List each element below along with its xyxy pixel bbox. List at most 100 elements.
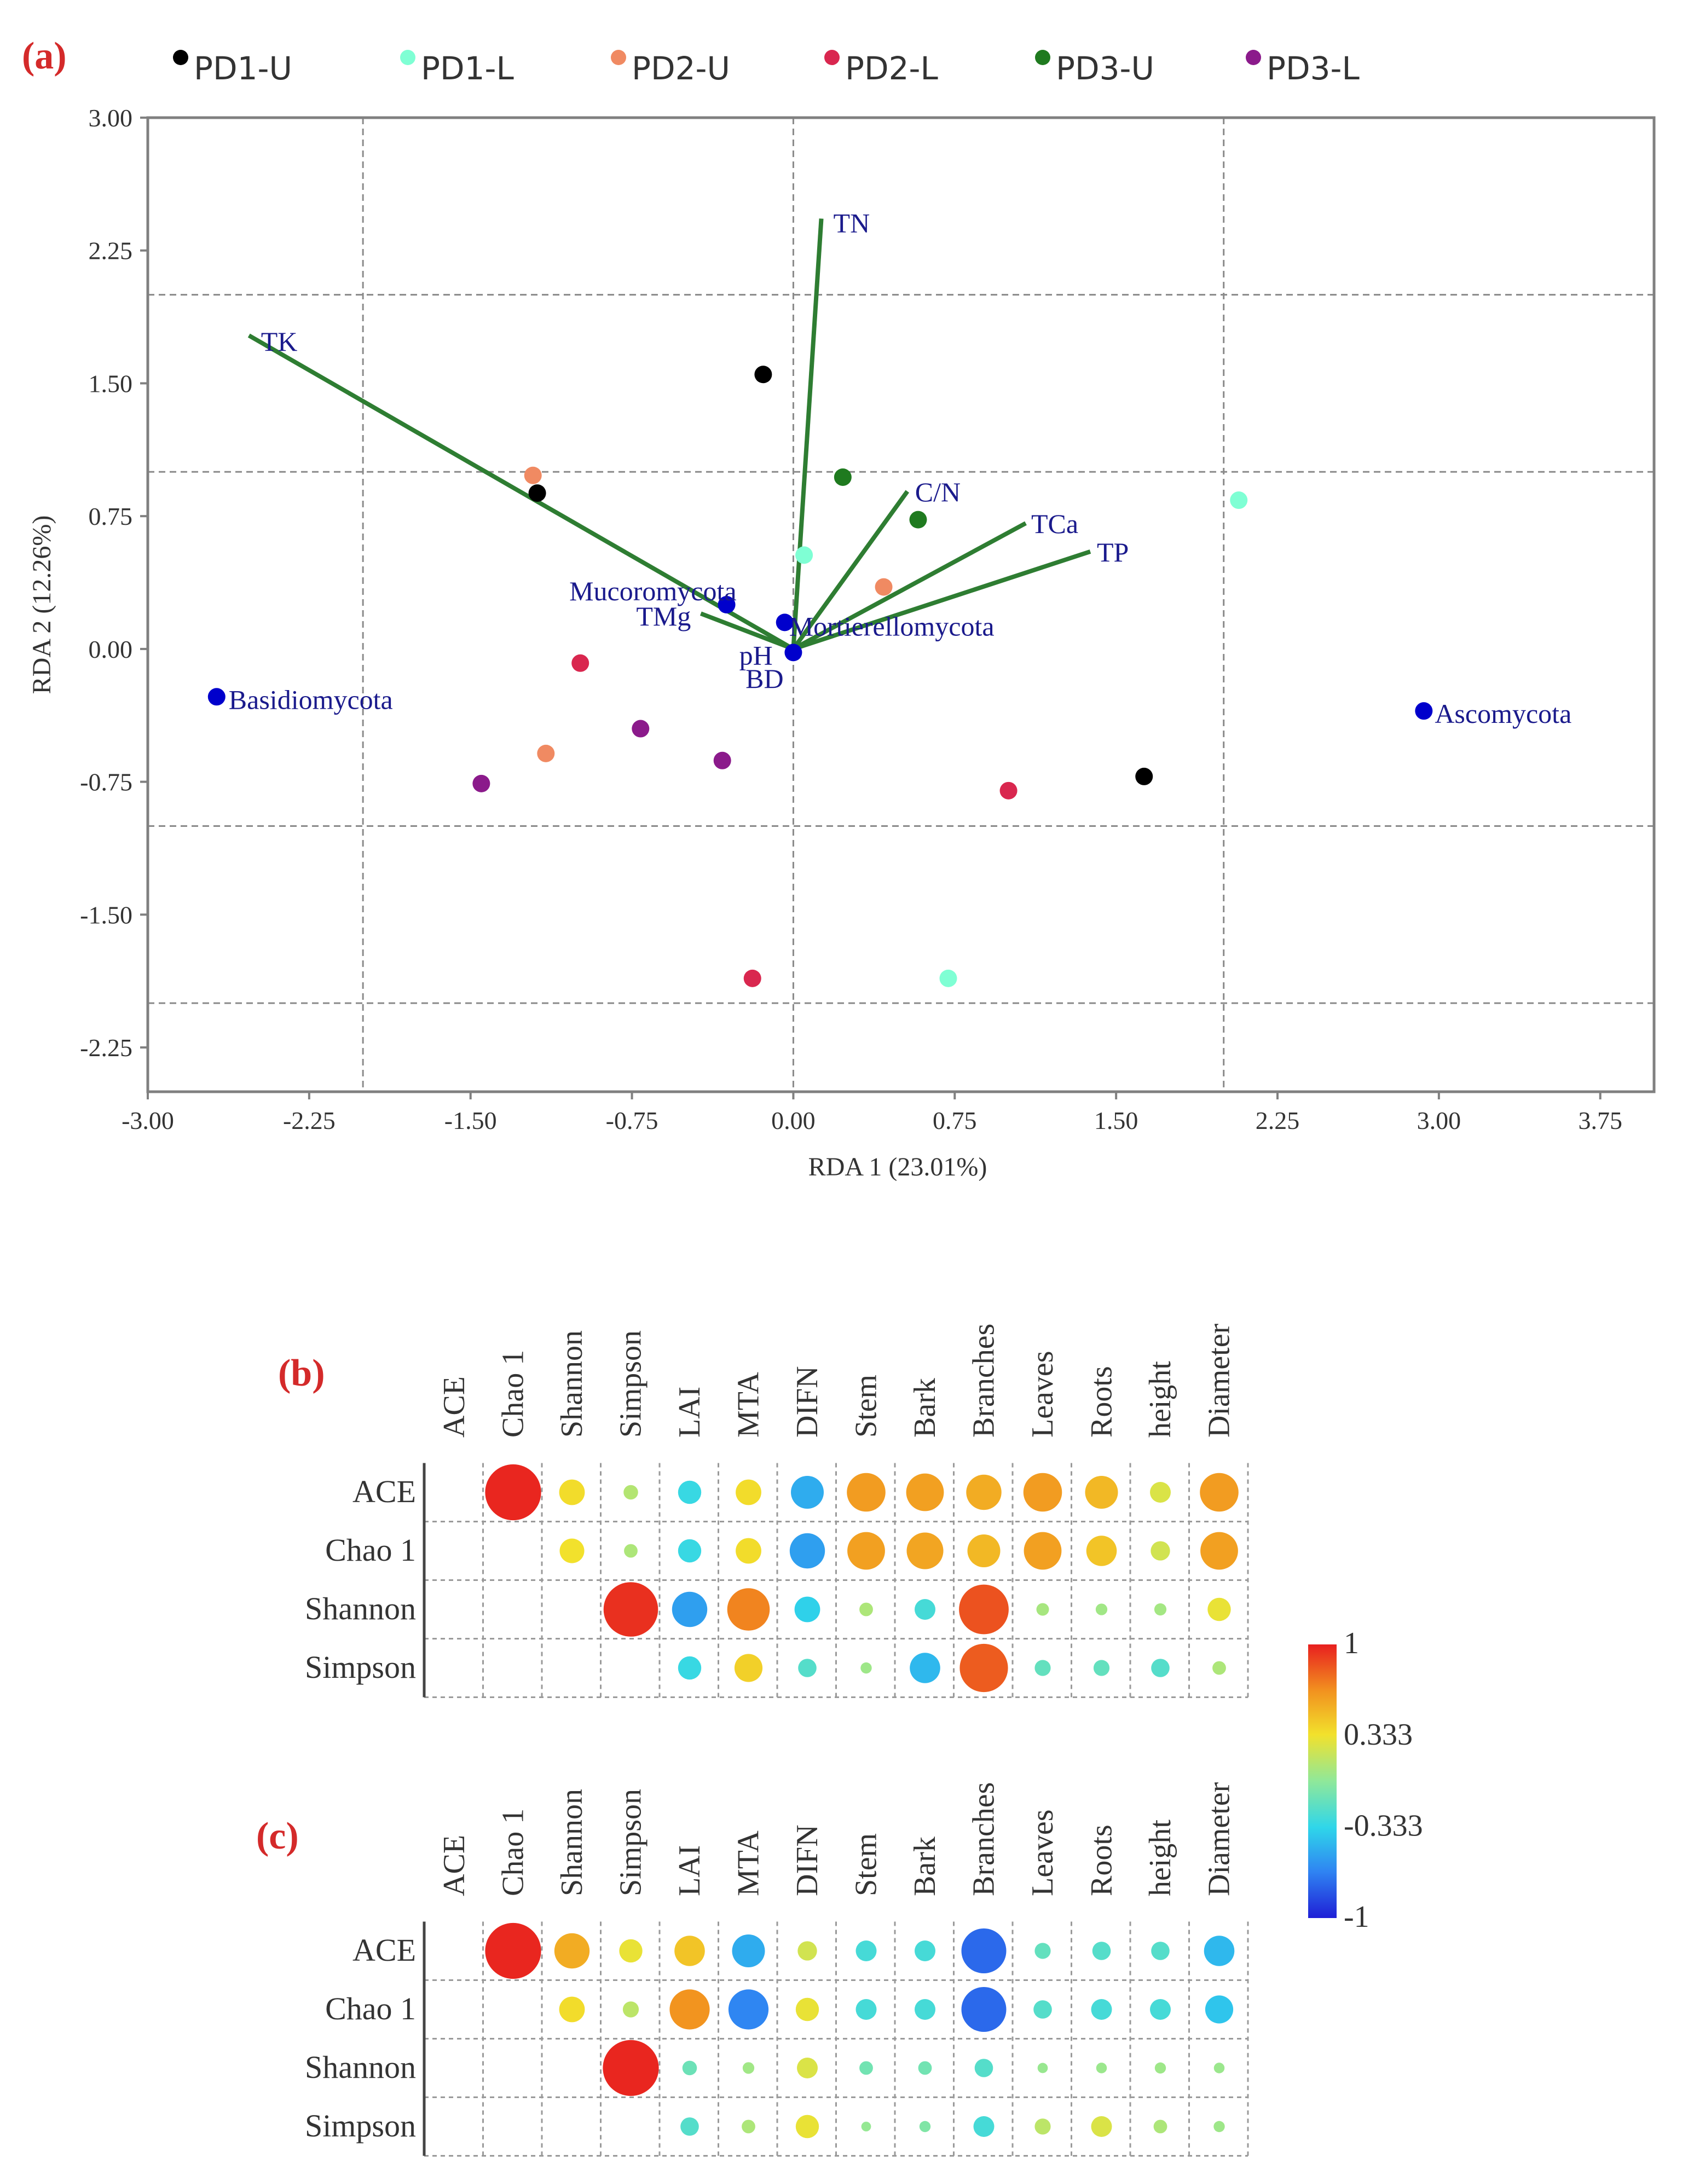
legend-label-pd2-l: PD2-L	[845, 50, 938, 87]
column-label-leaves: Leaves	[1026, 1809, 1060, 1896]
rda-y-axis-label: RDA 2 (12.26%)	[27, 515, 56, 694]
x-tick-label: -0.75	[606, 1107, 658, 1134]
x-tick-label: -3.00	[122, 1107, 174, 1134]
sample-point-pd1-u	[1135, 767, 1153, 785]
sample-point-pd3-l	[632, 720, 650, 738]
row-label-chao-1: Chao 1	[325, 1532, 416, 1568]
column-label-ace: ACE	[437, 1835, 471, 1896]
sample-point-pd3-u	[834, 468, 852, 486]
arrow-label-bd: BD	[745, 663, 783, 694]
x-tick-label: 3.75	[1578, 1107, 1622, 1134]
correlation-cell	[1036, 1603, 1049, 1616]
arrow-tmg	[700, 611, 794, 651]
rda-x-axis-label: RDA 1 (23.01%)	[808, 1152, 987, 1181]
sample-point-pd1-l	[1230, 491, 1248, 509]
correlation-cell	[672, 1591, 708, 1627]
column-label-shannon: Shannon	[555, 1789, 589, 1896]
legend-label-pd3-l: PD3-L	[1267, 50, 1360, 87]
correlation-cell	[795, 2115, 819, 2139]
column-label-difn: DIFN	[790, 1824, 824, 1896]
panel-a-label: (a)	[22, 35, 67, 77]
correlation-cell	[961, 1928, 1007, 1973]
column-label-branches: Branches	[967, 1324, 1001, 1438]
sample-point-pd3-l	[472, 774, 490, 792]
sample-point-pd2-l	[743, 969, 761, 987]
colorbar-tick-label: -1	[1344, 1900, 1369, 1934]
correlation-cell	[1091, 1999, 1112, 2020]
sample-point-pd3-u	[909, 511, 927, 529]
taxon-point	[207, 688, 226, 706]
sample-point-pd1-u	[754, 366, 772, 384]
correlation-cell	[915, 1940, 935, 1961]
correlation-cell	[1033, 2000, 1052, 2019]
correlation-cell	[1096, 2063, 1107, 2073]
column-label-bark: Bark	[908, 1837, 942, 1896]
taxon-point	[776, 613, 794, 632]
arrow-label-tn: TN	[834, 207, 870, 238]
correlation-cell	[794, 1596, 820, 1623]
panel-c: (c) ACE Chao 1 Shannon Simpson LAI MTA DIFN Ste…	[256, 1782, 1249, 2157]
correlation-cell	[734, 1654, 763, 1682]
rda-grid	[148, 118, 1654, 1092]
taxon-point	[1415, 702, 1433, 720]
colorbar-tick-label: -0.333	[1344, 1809, 1423, 1843]
sample-point-pd3-l	[713, 751, 731, 769]
arrow-label-tca: TCa	[1031, 508, 1078, 539]
correlation-cell	[1212, 1661, 1226, 1675]
legend-marker-pd2-u	[611, 50, 626, 65]
correlation-cell	[1023, 1473, 1062, 1512]
correlation-cell	[485, 1464, 541, 1521]
correlation-cell	[603, 2040, 659, 2096]
panel-c-label: (c)	[256, 1815, 299, 1857]
correlation-cell	[736, 1538, 761, 1564]
colorbar: 1 0.333 -0.333 -1	[1308, 1626, 1423, 1934]
correlation-cell	[603, 1582, 658, 1637]
correlation-cell	[682, 2060, 697, 2076]
row-label-chao-1: Chao 1	[325, 1991, 416, 2026]
colorbar-tick-label: 1	[1344, 1626, 1359, 1660]
rda-x-ticks: -3.00 -2.25 -1.50 -0.75 0.00 0.75 1.50 2.25 3.00…	[122, 1092, 1622, 1134]
column-label-stem: Stem	[849, 1375, 883, 1438]
sample-point-pd1-l	[795, 546, 813, 564]
correlation-cell	[1204, 1936, 1235, 1966]
row-label-ace: ACE	[352, 1932, 416, 1968]
correlation-cell	[1150, 1482, 1171, 1503]
correlation-cell	[559, 1538, 585, 1563]
correlation-cell	[1154, 1603, 1167, 1616]
correlation-cell	[1151, 1659, 1170, 1677]
correlation-cell	[919, 2121, 931, 2133]
legend-marker-pd3-u	[1035, 50, 1050, 65]
taxon-point	[784, 644, 802, 662]
correlation-cell	[678, 1539, 702, 1563]
correlation-cell	[554, 1933, 590, 1969]
sample-point-pd2-l	[999, 781, 1018, 800]
correlation-cell	[1150, 1999, 1171, 2020]
column-label-mta: MTA	[732, 1371, 766, 1438]
x-tick-label: 1.50	[1094, 1107, 1138, 1134]
column-label-diameter: Diameter	[1203, 1782, 1236, 1896]
taxon-point	[718, 596, 736, 613]
arrow-label-ph: pH	[739, 640, 773, 670]
correlation-cell	[1034, 1660, 1051, 1676]
arrow-tn	[791, 218, 824, 650]
column-label-shannon: Shannon	[555, 1330, 589, 1438]
correlation-cell	[619, 1939, 643, 1963]
correlation-cell	[559, 1479, 585, 1505]
y-tick-label: 0.75	[89, 502, 133, 530]
correlation-cell	[680, 2117, 699, 2136]
sample-point-pd2-l	[571, 654, 589, 672]
correlation-cell	[1092, 1942, 1111, 1960]
sample-point-pd2-u	[875, 578, 893, 596]
correlation-cell	[736, 1479, 761, 1505]
taxon-label-ascomycota: Ascomycota	[1435, 698, 1571, 729]
y-tick-label: 3.00	[89, 104, 133, 132]
correlation-cell	[855, 1999, 877, 2020]
correlation-cell	[669, 1989, 710, 2030]
row-label-ace: ACE	[352, 1474, 416, 1509]
correlation-cell	[1151, 1541, 1170, 1561]
correlation-cell	[797, 1941, 817, 1961]
sample-point-pd2-u	[524, 466, 542, 484]
correlation-cell	[678, 1656, 702, 1680]
correlation-cell	[485, 1922, 541, 1979]
correlation-cell	[910, 1653, 940, 1683]
